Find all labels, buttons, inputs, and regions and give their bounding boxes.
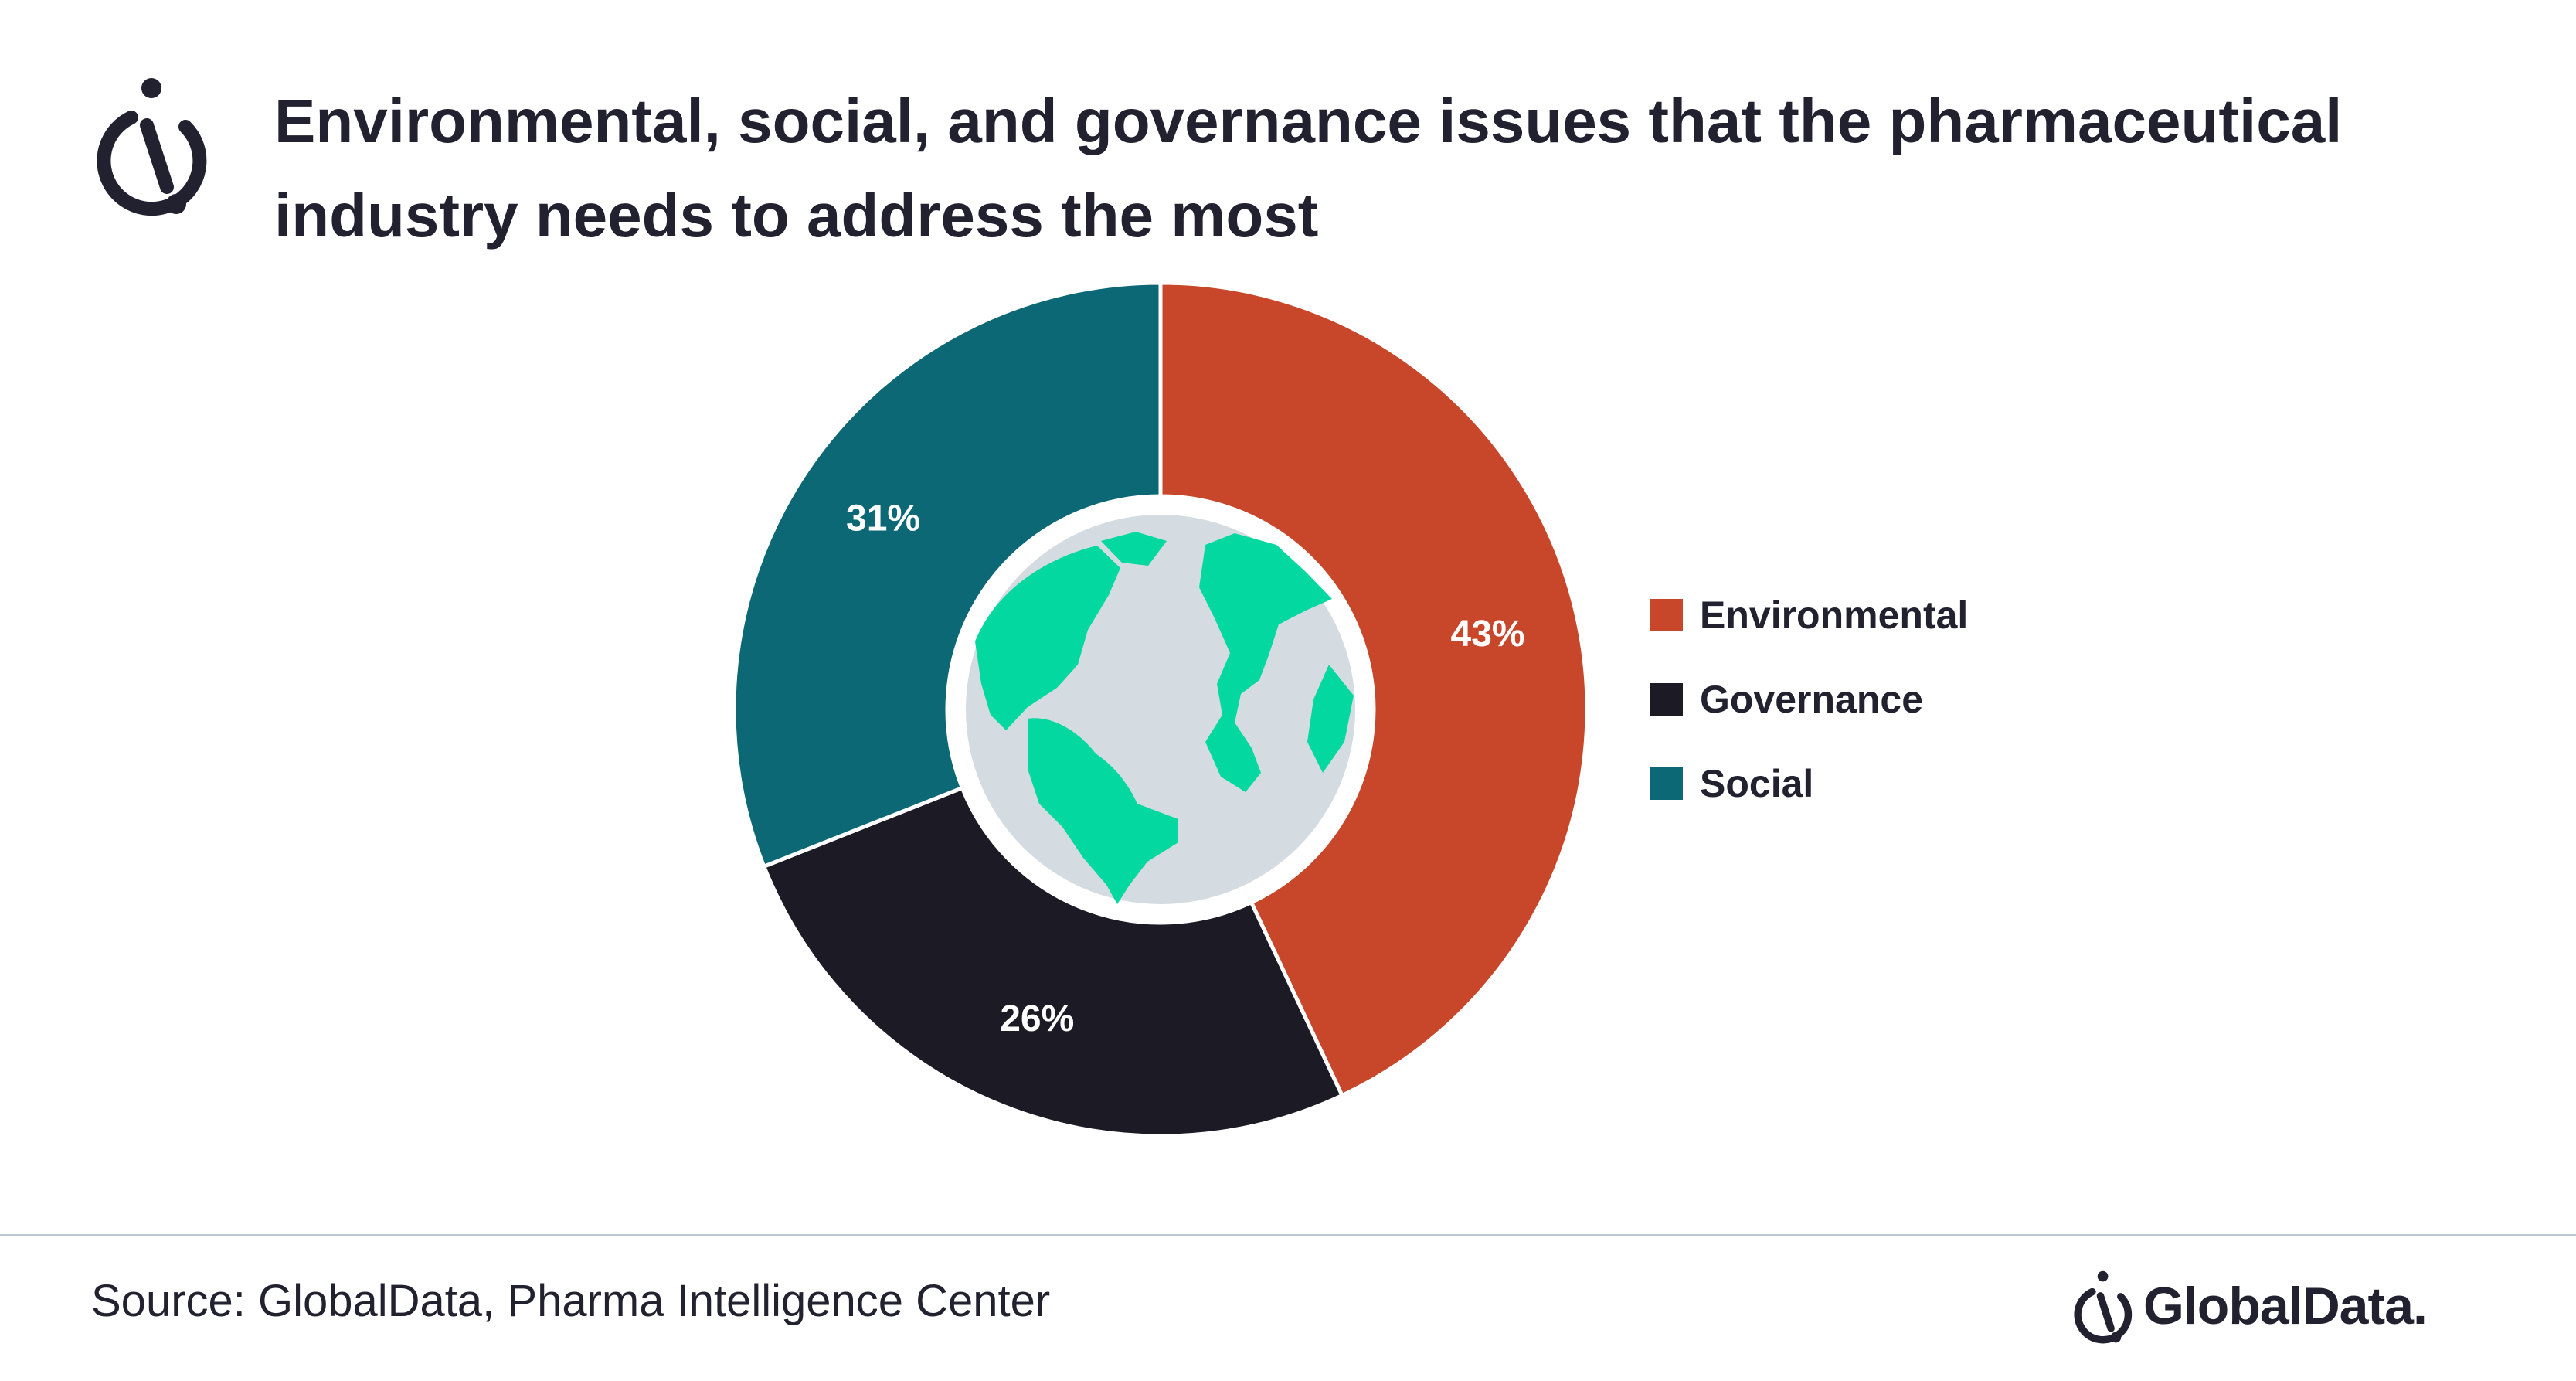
data-label-environmental: 43% [1451, 614, 1525, 655]
data-label-social: 31% [846, 498, 920, 539]
legend-swatch-social [1650, 767, 1683, 800]
donut-chart: 43% 26% 31% [734, 283, 1587, 1136]
legend-item-governance: Governance [1650, 678, 1968, 721]
footer-divider [0, 1234, 2576, 1236]
chart-legend: Environmental Governance Social [1650, 594, 1968, 846]
brand-logo: GlobalData. [2071, 1267, 2428, 1345]
legend-label-governance: Governance [1700, 678, 1924, 721]
chart-title: Environmental, social, and governance is… [274, 87, 2343, 250]
legend-label-social: Social [1700, 762, 1814, 805]
globaldata-logo-icon [97, 78, 207, 216]
legend-item-environmental: Environmental [1650, 594, 1968, 637]
globe-icon [966, 515, 1355, 904]
legend-label-environmental: Environmental [1700, 594, 1969, 637]
source-note: Source: GlobalData, Pharma Intelligence … [91, 1276, 1051, 1326]
legend-swatch-environmental [1650, 599, 1683, 631]
legend-swatch-governance [1650, 683, 1683, 716]
data-label-governance: 26% [1000, 998, 1074, 1039]
legend-item-social: Social [1650, 762, 1968, 805]
globaldata-logo-icon [2074, 1270, 2133, 1344]
brand-name: GlobalData. [2143, 1277, 2428, 1335]
